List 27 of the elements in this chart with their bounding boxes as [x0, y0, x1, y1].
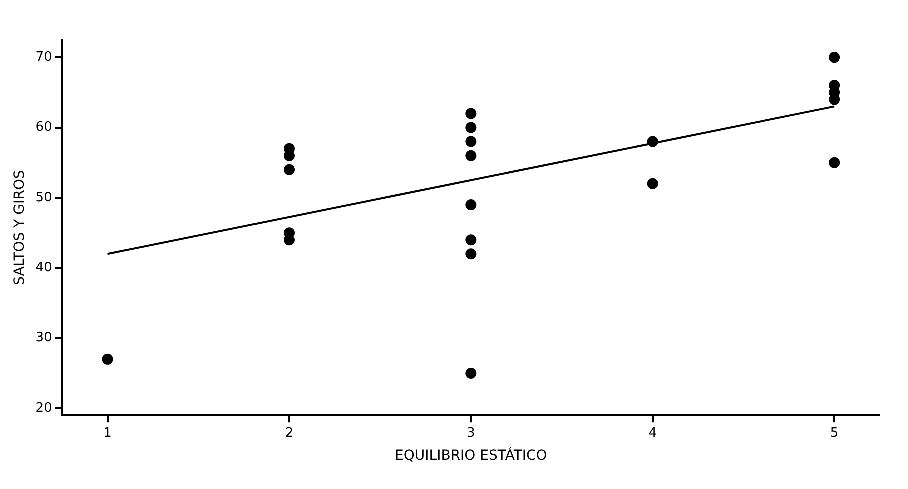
point	[466, 150, 477, 162]
point	[647, 178, 658, 190]
point	[647, 136, 658, 148]
y-tick-label: 70	[36, 50, 52, 65]
x-tick-label: 2	[285, 426, 294, 441]
y-axis-title: SALTOS Y GIROS	[12, 170, 28, 286]
x-axis-title: EQUILIBRIO ESTÁTICO	[395, 447, 548, 464]
x-tick-label: 4	[648, 426, 658, 441]
point	[466, 108, 477, 120]
point	[466, 368, 477, 379]
x-tick-label: 1	[104, 426, 112, 441]
point	[284, 164, 295, 176]
y-tick-label: 30	[36, 330, 52, 346]
point	[829, 52, 840, 64]
point	[466, 199, 477, 210]
y-tick-label: 20	[36, 400, 52, 416]
point	[466, 136, 477, 148]
y-tick-label: 60	[36, 120, 52, 136]
y-tick-label: 40	[36, 260, 52, 276]
point	[102, 354, 114, 365]
point	[466, 234, 477, 246]
point	[466, 248, 477, 260]
point	[466, 122, 477, 134]
x-tick-label: 5	[830, 426, 839, 441]
point	[829, 157, 840, 168]
x-tick-label: 3	[467, 426, 476, 441]
y-tick-label: 50	[36, 190, 52, 206]
